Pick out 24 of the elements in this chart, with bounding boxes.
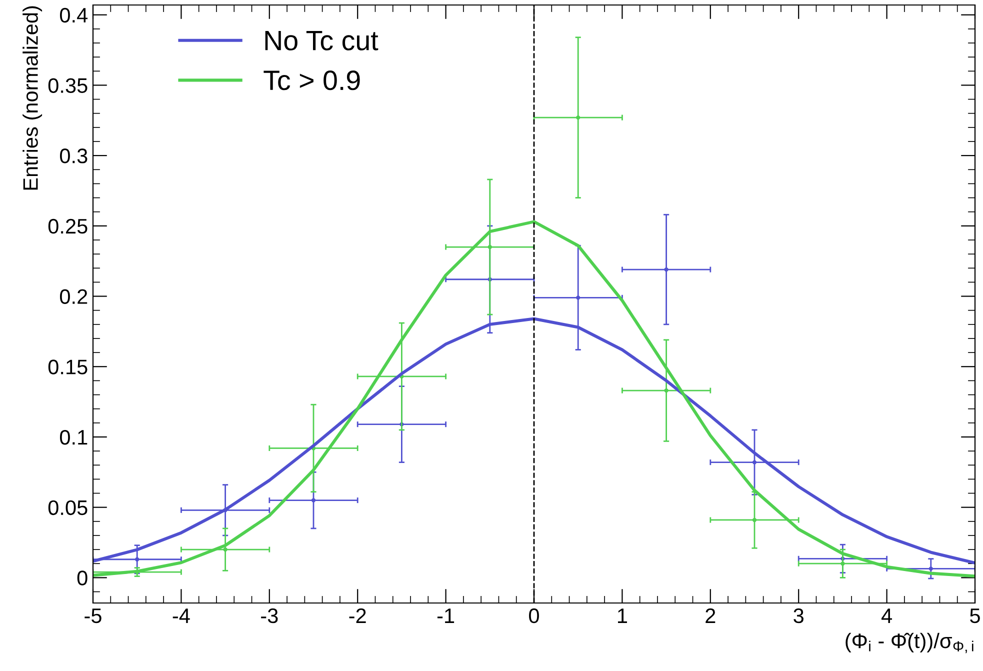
y-tick-label: 0.15 (48, 360, 88, 374)
x-tick-label: 2 (706, 608, 716, 623)
x-tick-label: 0 (529, 608, 539, 624)
y-tick-label: 0.4 (60, 8, 88, 23)
legend-label: Tc > 0.9 (264, 70, 360, 90)
x-tick-label: -5 (84, 608, 102, 624)
y-tick-label: 0.1 (60, 430, 88, 445)
y-tick-label: 0.25 (48, 218, 88, 234)
y-tick-label: 0.05 (48, 500, 88, 516)
x-tick-label: 4 (881, 608, 892, 623)
x-tick-label: -1 (437, 608, 454, 623)
x-tick-label: 1 (618, 608, 627, 623)
x-tick-label: -3 (261, 608, 278, 624)
y-tick-label: 0.2 (60, 289, 88, 304)
y-axis-title: Entries (normalized) (22, 6, 42, 190)
legend-label: No Tc cut (265, 31, 378, 50)
x-tick-label: -2 (349, 608, 366, 623)
y-tick-label: 0.35 (48, 78, 88, 93)
y-tick-label: 0.3 (60, 148, 88, 164)
x-tick-label: -4 (172, 608, 190, 623)
x-axis-title: (Φ$_{i}$ - Φ̂(t))/σ$_{Φ,i}$ (846, 632, 974, 654)
x-tick-label: 3 (794, 608, 804, 624)
x-tick-label: 5 (970, 608, 980, 624)
y-tick-label: 0 (77, 570, 88, 586)
